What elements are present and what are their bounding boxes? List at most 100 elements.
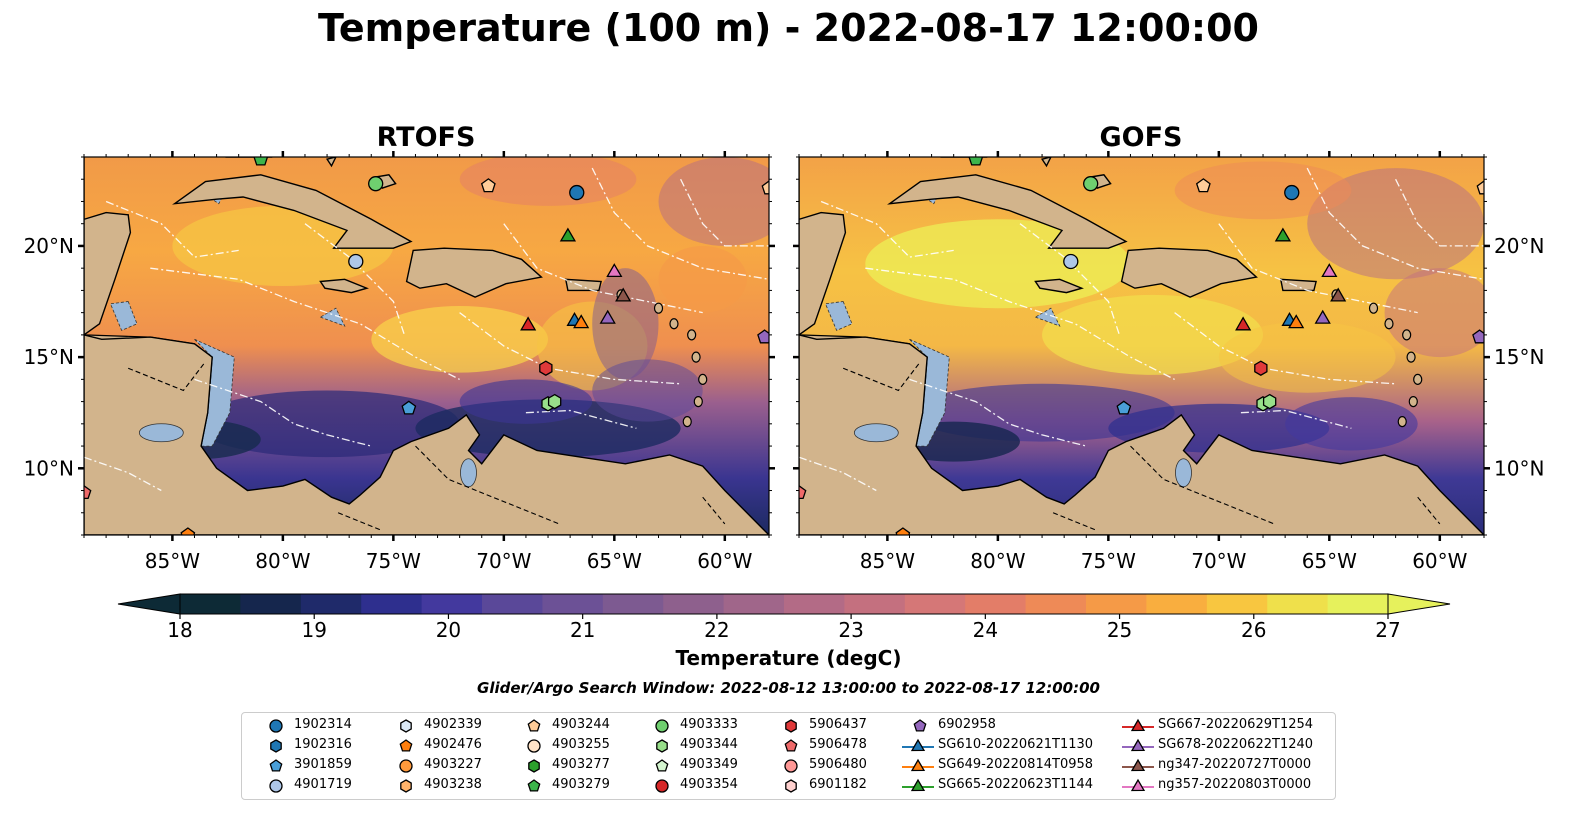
legend-symbol [400, 719, 412, 733]
land-cuba [172, 174, 413, 249]
island [1402, 329, 1412, 341]
legend-label: 4902476 [424, 737, 482, 752]
land-hispaniola [405, 247, 543, 298]
legend-marker [527, 719, 541, 732]
legend-marker [1130, 738, 1146, 752]
eez-boundary [820, 200, 954, 258]
temperature-anomaly [459, 157, 637, 206]
legend-label: 5906480 [809, 757, 867, 772]
legend-symbol [399, 739, 413, 752]
lon-tick-label: 80°W [970, 549, 1025, 573]
marker-ng357-20220803T0000 [606, 263, 623, 278]
marker-4902476 [895, 527, 911, 535]
eez-boundary [680, 178, 769, 247]
temperature-anomaly [1307, 168, 1484, 280]
marker-4903279 [968, 157, 984, 166]
land-yucatan [799, 157, 847, 336]
lat-tick-label: 20°N [24, 234, 74, 258]
legend-label: 3901859 [294, 757, 352, 772]
land-puertorico [564, 278, 602, 292]
marker-ng357-20220803T0000 [1321, 263, 1338, 278]
country-border [415, 445, 560, 525]
marker-5906478 [799, 485, 807, 500]
marker-ng347-20220727T0000 [615, 287, 632, 302]
lake-maracaibo [460, 458, 477, 488]
legend-symbol [527, 779, 541, 792]
colorbar-tick-label: 18 [167, 618, 192, 642]
marker-ng347-20220727T0000 [1330, 287, 1347, 302]
legend-marker [269, 779, 283, 793]
land-central [84, 334, 769, 535]
legend-symbol [400, 779, 412, 793]
eez-boundary [84, 456, 162, 492]
eez-boundary [1019, 223, 1121, 336]
legend-marker [270, 739, 282, 753]
legend-symbol [784, 759, 798, 773]
land-cuba [887, 174, 1128, 249]
legend-symbol [269, 719, 283, 733]
legend-symbol [913, 719, 927, 732]
legend: 1902314 1902316 3901859 4901719 4902339 49024… [241, 712, 1336, 800]
colorbar-segment [361, 594, 423, 614]
lake-nicaragua [138, 423, 184, 443]
legend-symbol [269, 759, 283, 772]
legend-label: SG667-20220629T1254 [1158, 717, 1314, 732]
eez-boundary [304, 223, 406, 336]
colorbar-segment [663, 594, 725, 614]
eez-boundary [459, 312, 681, 385]
island [687, 329, 697, 341]
legend-label: 4903333 [680, 717, 738, 732]
colorbar-segment [180, 594, 241, 614]
legend-marker [399, 759, 413, 773]
eez-boundary [799, 456, 877, 492]
figure-title: Temperature (100 m) - 2022-08-17 12:00:0… [317, 6, 1259, 50]
legend-marker [1130, 758, 1146, 772]
land-yucatan [84, 157, 132, 336]
legend-symbol [655, 759, 669, 772]
legend-label: 4901719 [294, 777, 352, 792]
colorbar-segment [482, 594, 543, 614]
colorbar-segment [542, 594, 604, 614]
legend-marker [399, 739, 413, 752]
lon-tick-label: 70°W [1191, 549, 1246, 573]
legend-marker [785, 719, 797, 733]
marker-6902958 [757, 329, 769, 344]
legend-label: 4903238 [424, 777, 482, 792]
eez-boundary [591, 167, 769, 280]
legend-symbol [1122, 718, 1154, 732]
lon-tick-label: 75°W [366, 549, 421, 573]
temperature-anomaly [592, 268, 659, 380]
colorbar-segment [1327, 594, 1389, 614]
marker-4903244 [761, 180, 769, 195]
legend-symbol [1122, 778, 1154, 792]
marker-4902476 [180, 527, 196, 535]
marker-4903333 [1083, 176, 1099, 192]
island [1368, 302, 1379, 314]
colorbar-segment [1267, 594, 1329, 614]
legend-symbol [1122, 738, 1154, 752]
legend-marker [655, 779, 669, 793]
legend-symbol [655, 779, 669, 793]
legend-label: 4903227 [424, 757, 482, 772]
legend-symbol [784, 739, 798, 752]
land-puertorico [1279, 278, 1317, 292]
temperature-anomaly [194, 390, 460, 458]
lake-maracaibo [1175, 458, 1192, 488]
temperature-anomaly [1384, 268, 1484, 358]
eez-boundary [1306, 167, 1484, 280]
legend-label: 5906478 [809, 737, 867, 752]
legend-label: 4903279 [552, 777, 610, 792]
lon-tick-label: 75°W [1081, 549, 1136, 573]
eez-boundary [1395, 178, 1484, 247]
colorbar-tick-label: 23 [838, 618, 863, 642]
legend-symbol [902, 758, 934, 772]
country-border [1130, 445, 1275, 525]
legend-label: 4903344 [680, 737, 738, 752]
legend-symbol [269, 779, 283, 793]
marker-4903244 [480, 178, 496, 193]
marker-5906437 [1254, 360, 1268, 376]
colorbar-segment [784, 594, 845, 614]
colorbar-segment [1206, 594, 1268, 614]
colorbar-tick-label: 27 [1375, 618, 1400, 642]
